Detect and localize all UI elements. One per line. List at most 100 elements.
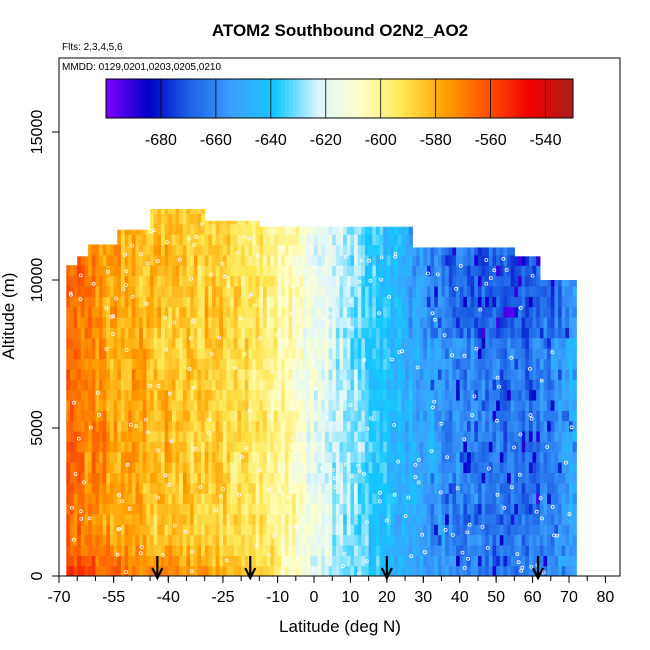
heatmap-cell [117,555,122,567]
heatmap-cell [179,285,184,297]
heatmap-cell [142,254,148,266]
heatmap-cell [423,503,428,515]
heatmap-cell [193,503,199,515]
heatmap-cell [135,265,140,277]
heatmap-cell [324,285,330,297]
sample-point [320,316,325,320]
heatmap-cell [69,493,75,505]
heatmap-cell [343,379,348,391]
heatmap-cell [146,493,151,505]
heatmap-cell [277,410,282,422]
heatmap-cell [124,544,129,556]
heatmap-cell [193,441,199,453]
heatmap-cell [448,513,454,525]
heatmap-cell [365,462,370,473]
heatmap-cell [372,317,377,328]
heatmap-cell [306,327,311,339]
sample-point [106,269,110,274]
heatmap-cell [543,389,548,401]
heatmap-cell [558,358,563,370]
heatmap-cell [99,317,104,328]
heatmap-cell [339,451,344,463]
heatmap-cell [212,565,217,576]
sample-point [104,347,109,352]
heatmap-cell [547,379,552,391]
heatmap-cell [419,482,424,494]
sample-point [294,450,299,455]
heatmap-cell [375,524,381,536]
heatmap-cell [106,317,111,328]
heatmap-cell [539,280,545,287]
heatmap-cell [394,327,399,339]
heatmap-cell [430,544,435,556]
heatmap-cell [204,234,209,246]
heatmap-cell [317,226,322,235]
heatmap-cell [525,430,530,442]
heatmap-cell [321,317,326,328]
heatmap-cell [401,441,406,453]
heatmap-cell [208,275,213,287]
heatmap-cell [142,544,148,556]
heatmap-cell [368,513,373,525]
heatmap-cell [397,327,403,339]
heatmap-cell [142,503,148,515]
heatmap-cell [266,493,271,505]
heatmap-cell [113,451,118,463]
heatmap-cell [230,524,235,536]
heatmap-cell [474,524,479,536]
heatmap-cell [284,544,290,556]
heatmap-cell [430,337,435,349]
heatmap-cell [182,306,188,318]
heatmap-cell [437,472,443,484]
heatmap-cell [139,348,144,360]
heatmap-cell [99,493,104,505]
heatmap-cell [481,337,486,349]
heatmap-cell [346,337,352,349]
heatmap-cell [456,524,461,536]
heatmap-cell [463,534,468,546]
heatmap-cell [69,358,75,370]
heatmap-cell [168,430,173,442]
heatmap-cell [456,420,461,432]
heatmap-cell [521,524,526,536]
heatmap-cell [328,265,333,277]
heatmap-cell [201,234,206,246]
heatmap-cell [77,565,82,576]
heatmap-cell [212,441,217,453]
heatmap-cell [128,555,133,567]
heatmap-cell [69,348,75,360]
colorbar-segment [456,79,461,118]
heatmap-cell [467,503,472,515]
heatmap-cell [314,348,319,360]
heatmap-cell [386,555,392,567]
heatmap-cell [99,399,104,411]
heatmap-cell [419,544,424,556]
heatmap-cell [113,503,118,515]
heatmap-cell [321,389,326,401]
heatmap-cell [248,441,253,453]
heatmap-cell [481,493,486,505]
colorbar-segment [249,79,255,118]
heatmap-cell [536,513,541,525]
heatmap-cell [190,337,195,349]
heatmap-cell [314,306,319,318]
heatmap-cell [117,524,122,536]
heatmap-cell [416,555,421,567]
heatmap-cell [324,234,330,246]
sample-point [243,235,247,239]
heatmap-cell [270,565,275,576]
heatmap-cell [248,348,253,360]
heatmap-cell [419,317,424,328]
heatmap-cell [379,482,384,494]
heatmap-cell [539,451,545,463]
heatmap-cell [459,441,464,453]
heatmap-cell [528,555,534,567]
heatmap-cell [401,555,406,567]
heatmap-cell [459,265,464,277]
heatmap-cell [255,254,260,266]
heatmap-cell [161,358,166,370]
heatmap-cell [485,472,490,484]
heatmap-cell [445,348,450,360]
heatmap-cell [339,513,344,525]
heatmap-cell [539,337,545,349]
